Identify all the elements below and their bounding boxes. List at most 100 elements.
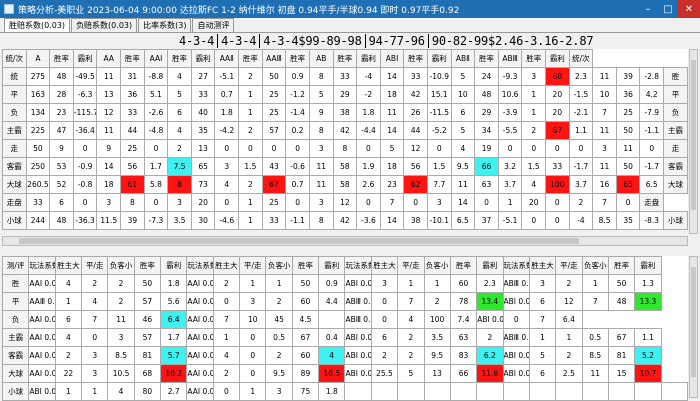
statistics-header-row: 统/次 A 胜率 霸利 AA 胜率 AAⅠ 胜率 霸利 AAⅡ 胜率 AAⅢ 胜率 AB 胜率 霸利 ABⅠ 胜率… [2,49,688,68]
table-cell: 平 [663,85,688,104]
table-cell: 1.9 [356,157,381,176]
table-row[interactable]: 大球 260.5 52 -0.8 18 61 5.8 8 73 4 2 67 0.7 11 58 2.6 23 6… [2,175,688,194]
table-cell: 12 [555,292,583,311]
table-cell: 67 [291,328,320,347]
table-cell: 6 [49,193,74,212]
table-cell: 3 [308,139,334,158]
table-cell: AAⅢ 0.01×2 [28,292,56,311]
column-header: 负客小 [265,256,293,275]
table-cell: -4.2 [214,121,240,140]
table-cell: 0 [214,139,240,158]
table-row[interactable]: 主霸 225 47 -36.4 11 44 -4.8 4 35 -4.2 2 57 0.2 8 42 -4.4… [2,121,688,140]
maximize-icon[interactable]: □ [663,3,673,15]
table-cell: 33 [545,157,570,176]
statistics-hscrollbar[interactable] [2,236,688,246]
table-cell: 5.2 [634,346,662,365]
table-cell: 12 [403,139,428,158]
table-cell: 5 [450,67,476,86]
table-cell: 6 [167,103,192,122]
table-cell: 18 [96,175,122,194]
table-cell: 3 [592,139,617,158]
table-cell: 8.5 [581,346,609,365]
table-cell: 73 [190,175,216,194]
column-header: 统/次 [568,49,594,68]
column-header: 胜率 [449,256,478,275]
table-cell: -1.1 [639,121,665,140]
formula-segment: 94-77-96 [366,34,429,48]
table-cell: 1.8 [356,103,381,122]
table-cell: 负 [2,103,27,122]
table-cell: 58 [332,175,358,194]
table-cell: 48 [49,67,74,86]
table-cell: 统 [2,67,27,86]
table-cell: 4.5 [291,310,320,329]
table-cell: 9 [308,103,334,122]
table-row[interactable]: 走盘 33 6 0 3 8 0 3 20 0 1 25 0 3 12 0 7 0 3 14 0 1 20 0 2 7 0 走盘 [2,193,688,212]
table-cell: 9 [96,139,122,158]
table-cell: AAⅠ 0.06×6 [28,364,56,383]
tab-auto-evaluate[interactable]: 自动测评 [192,18,235,32]
table-cell: 2 [397,328,425,347]
table-cell: 1 [238,193,263,212]
table-cell: 33 [190,85,216,104]
table-cell [634,382,662,401]
table-row[interactable]: 平 163 28 -6.3 13 36 5.1 5 33 0.7 1 25 -1.2 5 29 -2 18 42 1… [2,85,688,104]
table-cell: -3.6 [356,211,381,230]
table-cell: 1.5 [426,157,452,176]
table-row[interactable]: 负 134 23 -115.7 12 33 -2.6 6 40 1.8 1 25 -1.4 9 38 1.8 1… [2,103,688,122]
table-cell: 58 [332,157,358,176]
table-cell: -1.2 [285,85,310,104]
table-cell: 4 [81,292,109,311]
tab-ratio-coefficient[interactable]: 比率系数(3) [138,18,192,32]
table-cell: 65 [190,157,216,176]
table-row[interactable]: 客霸 250 53 -0.9 14 56 1.7 7.5 65 3 1.5 43 -0.6 11 58 1.9… [2,157,688,176]
table-cell: 1 [521,103,547,122]
close-icon[interactable]: ✕ [678,0,700,18]
table-cell: 134 [25,103,51,122]
table-cell: 28 [49,85,74,104]
table-cell: 65 [615,175,641,194]
table-cell: 1 [239,274,267,293]
table-cell: -10.1 [426,211,452,230]
table-cell: 0 [356,193,381,212]
tab-win-coefficient[interactable]: 胜赔系数(0.03) [4,18,71,32]
table-cell: 2 [265,346,293,365]
table-cell: 83 [449,346,478,365]
table-cell: 0 [212,382,241,401]
table-cell: 13 [96,85,122,104]
table-row[interactable]: 走 50 9 0 9 25 0 2 13 0 0 0 0 3 8 0 5 12 0 4 19 0 0 0 0 3 11 0 走 [2,139,688,158]
table-cell: AAⅠ 0.04×1 [186,346,214,365]
table-cell: 客霸 [2,157,27,176]
tab-loss-coefficient[interactable]: 负赔系数(0.03) [71,18,138,32]
table-cell: 60 [449,274,478,293]
table-cell: -4 [356,67,381,86]
table-cell: 小球 [1,382,30,401]
table-cell: 0 [521,139,547,158]
table-cell: 15.1 [426,85,452,104]
table-row[interactable]: 小球 244 48 -36.3 11.5 39 -7.3 3.5 30 -4.6 1 33 -1.1 8 4… [2,211,688,230]
table-cell: 1 [521,85,547,104]
table-cell: 2 [238,121,263,140]
table-row[interactable]: 统 275 48 -49.5 11 31 -8.8 4 27 -5.1 2 50 0.9 8 33 -4 14 3… [2,67,688,86]
minimize-icon[interactable]: – [645,3,651,15]
table-cell: 34 [474,121,499,140]
evaluation-scrollbar[interactable] [689,256,698,398]
table-cell: 大球 [1,364,30,383]
table-cell: 1 [423,274,451,293]
column-header: 平/走 [81,256,109,275]
table-cell: 56 [403,157,428,176]
statistics-scrollbar[interactable] [689,49,698,234]
table-cell: 4 [214,175,240,194]
table-cell: 275 [25,67,51,86]
table-cell: 42 [332,121,358,140]
table-cell: 小球 [663,211,688,230]
table-cell: 8 [308,121,334,140]
table-cell: 3.2 [497,157,523,176]
